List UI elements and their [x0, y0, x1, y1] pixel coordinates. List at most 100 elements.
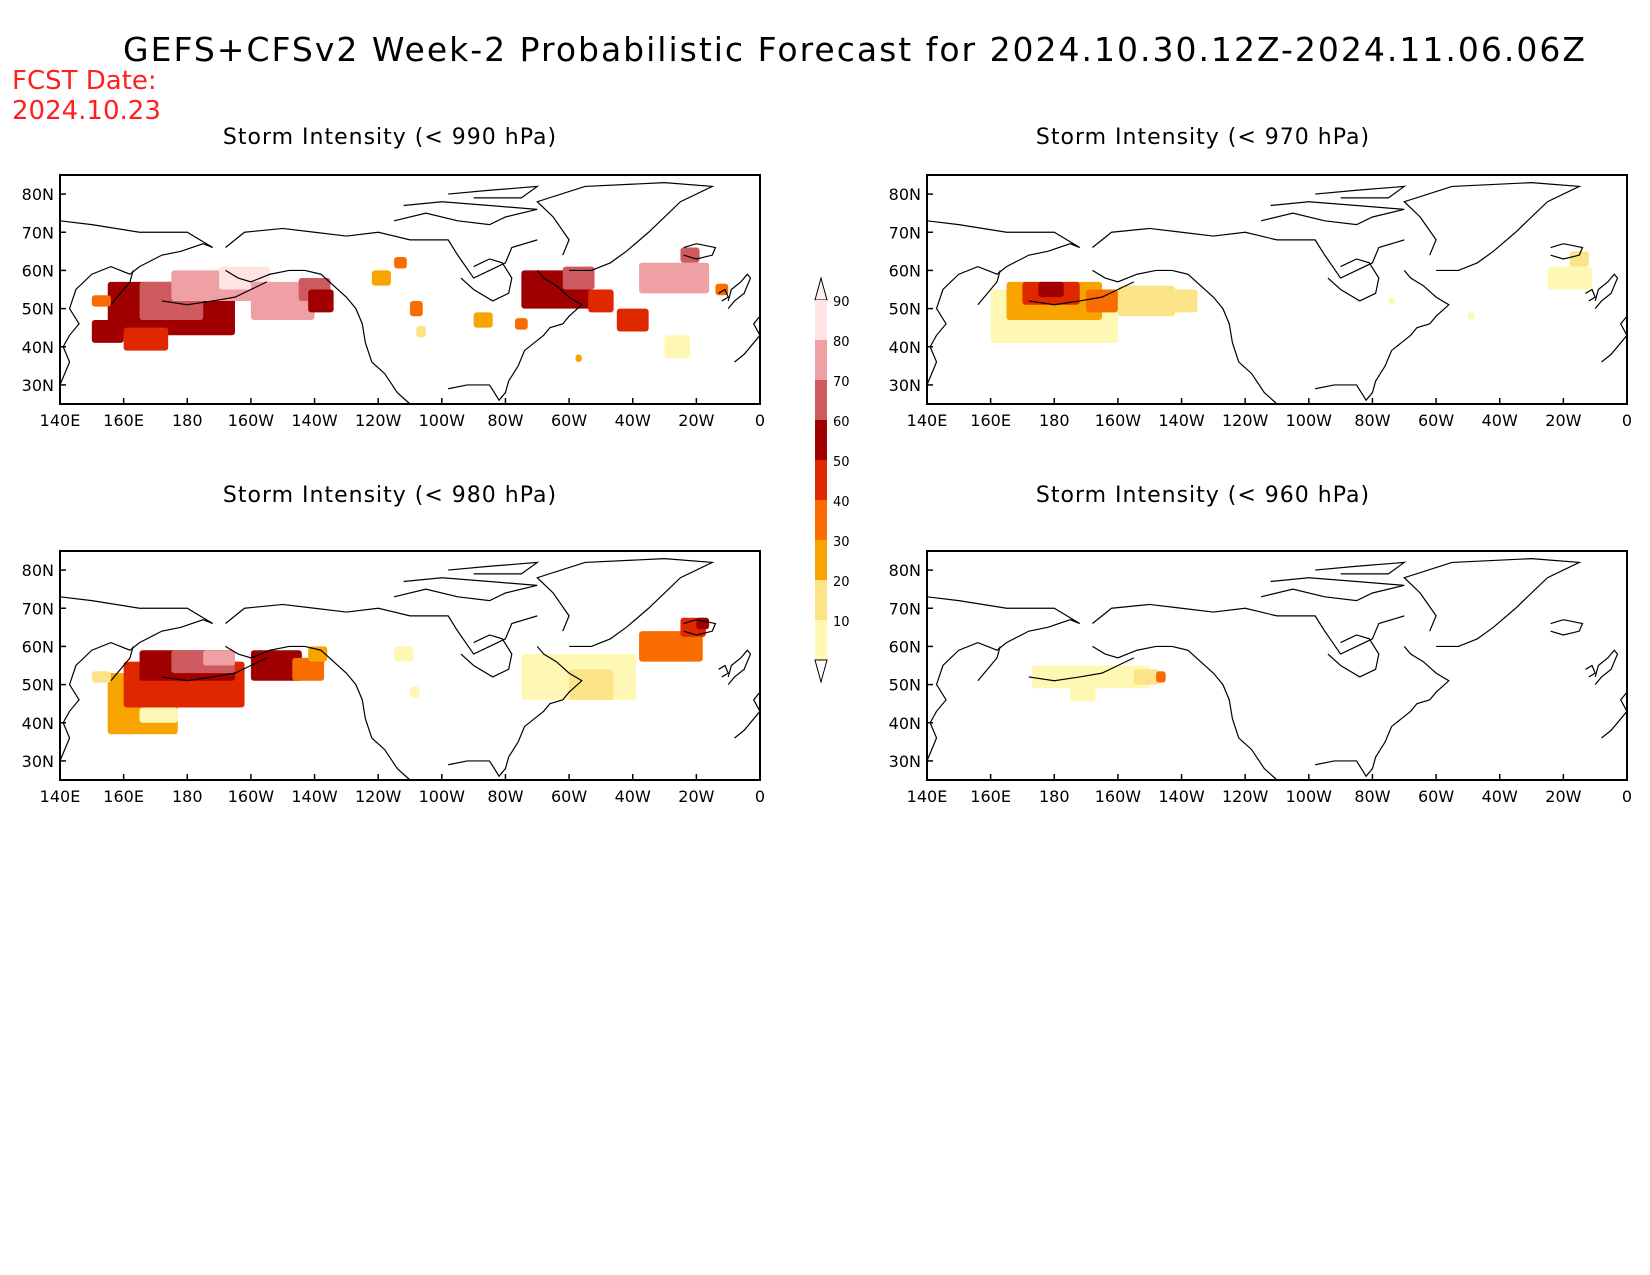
- colorbar-label: 10: [833, 615, 850, 630]
- forecast-date-label: FCST Date:: [12, 66, 157, 96]
- lat-tick-label: 70N: [22, 599, 54, 618]
- probability-shading: [1165, 289, 1198, 313]
- coastline: [225, 603, 538, 655]
- probability-shading: [416, 325, 426, 338]
- coastline: [1550, 243, 1584, 260]
- map-frame: [926, 550, 1628, 781]
- lat-tick-label: 30N: [889, 376, 921, 395]
- coastline: [1092, 227, 1405, 279]
- forecast-date: FCST Date: 2024.10.23: [12, 66, 161, 126]
- lat-tick-label: 50N: [22, 300, 54, 319]
- probability-shading: [569, 669, 614, 700]
- lat-tick-label: 80N: [889, 185, 921, 204]
- lon-tick-label: 20W: [1545, 411, 1581, 430]
- coastline: [977, 270, 1001, 306]
- coastline: [683, 243, 717, 260]
- colorbar-segment: [815, 300, 827, 340]
- coastline: [1403, 558, 1582, 648]
- lon-tick-label: 60W: [1418, 787, 1454, 806]
- lat-tick-label: 70N: [22, 223, 54, 242]
- lon-tick-label: 160E: [970, 787, 1011, 806]
- map-panel-1: 140E 160E 180 160W 140W 120W 100W 80W 60W 40W 20W 0…: [889, 174, 1632, 430]
- colorbar-bottom-arrow: [814, 659, 828, 684]
- coastline: [536, 182, 715, 272]
- lat-tick-label: 40N: [22, 338, 54, 357]
- lon-tick-label: 100W: [419, 411, 466, 430]
- colorbar-label: 80: [833, 335, 850, 350]
- lon-tick-label: 160W: [228, 787, 275, 806]
- probability-shading: [292, 657, 325, 681]
- lon-tick-label: 120W: [355, 787, 402, 806]
- lat-tick-label: 30N: [22, 376, 54, 395]
- lat-tick-label: 60N: [22, 261, 54, 280]
- colorbar-label: 90: [833, 295, 850, 310]
- coastline: [448, 646, 583, 778]
- map-panel-2: 140E 160E 180 160W 140W 120W 100W 80W 60W 40W 20W 0…: [22, 550, 765, 806]
- lon-tick-label: 100W: [1286, 787, 1333, 806]
- probability-shading: [639, 631, 703, 662]
- coastline: [926, 220, 1081, 386]
- lon-tick-label: 140W: [291, 787, 338, 806]
- lon-tick-label: 60W: [1418, 411, 1454, 430]
- lat-tick-label: 70N: [889, 223, 921, 242]
- lon-tick-label: 80W: [1354, 787, 1390, 806]
- coastline: [1092, 645, 1278, 781]
- probability-shading: [1388, 297, 1395, 305]
- probability-shading: [123, 327, 169, 351]
- coastline: [683, 619, 717, 636]
- lon-tick-label: 0: [1622, 787, 1632, 806]
- colorbar-label: 70: [833, 375, 850, 390]
- coastline: [718, 664, 729, 678]
- lon-tick-label: 180: [172, 411, 203, 430]
- map-panel-3: 140E 160E 180 160W 140W 120W 100W 80W 60W 40W 20W 0…: [889, 550, 1632, 806]
- lon-tick-label: 180: [1039, 411, 1070, 430]
- main-title: GEFS+CFSv2 Week-2 Probabilistic Forecast…: [123, 30, 1587, 69]
- lon-tick-label: 120W: [1222, 787, 1269, 806]
- lat-tick-label: 80N: [889, 561, 921, 580]
- coastline: [448, 561, 540, 575]
- coastline: [1315, 270, 1450, 402]
- panel-title-980: Storm Intensity (< 980 hPa): [222, 483, 558, 508]
- probability-shading: [139, 707, 178, 723]
- lat-tick-label: 40N: [889, 714, 921, 733]
- coastline: [536, 558, 715, 648]
- lon-tick-label: 100W: [419, 787, 466, 806]
- coastline: [727, 649, 752, 685]
- coastline: [727, 273, 752, 309]
- lon-tick-label: 140E: [907, 787, 948, 806]
- coastline: [59, 220, 214, 386]
- coastline: [1601, 691, 1628, 739]
- colorbar: 90 80 70 60 50 40 30 20 10: [814, 276, 850, 684]
- lat-tick-label: 50N: [889, 300, 921, 319]
- colorbar-label: 20: [833, 575, 850, 590]
- coastline: [718, 288, 729, 302]
- lon-tick-label: 160E: [970, 411, 1011, 430]
- coastline: [110, 646, 134, 682]
- coastline: [1594, 273, 1619, 309]
- map-panel-0: 140E 160E 180 160W 140W 120W 100W 80W 60W 40W 20W 0…: [22, 174, 765, 430]
- lon-tick-label: 180: [172, 787, 203, 806]
- probability-shading: [1547, 266, 1592, 290]
- map-frame: [59, 550, 761, 781]
- colorbar-segment: [815, 500, 827, 540]
- colorbar-label: 40: [833, 495, 850, 510]
- lon-tick-label: 60W: [551, 787, 587, 806]
- map-frame: [926, 174, 1628, 405]
- coastline: [1315, 561, 1407, 575]
- lon-tick-label: 140E: [907, 411, 948, 430]
- coastline: [1594, 649, 1619, 685]
- coastline: [1028, 657, 1135, 682]
- lon-tick-label: 20W: [1545, 787, 1581, 806]
- probability-shading: [1117, 285, 1176, 317]
- coastline: [1315, 646, 1450, 778]
- lat-tick-label: 30N: [22, 752, 54, 771]
- colorbar-segment: [815, 540, 827, 580]
- lat-tick-label: 60N: [889, 637, 921, 656]
- coastline: [225, 269, 411, 405]
- lon-tick-label: 160W: [1095, 787, 1142, 806]
- probability-shading: [1038, 281, 1064, 298]
- coastline: [161, 657, 268, 682]
- colorbar-segment: [815, 340, 827, 380]
- lon-tick-label: 0: [755, 411, 765, 430]
- coastline: [1550, 619, 1584, 636]
